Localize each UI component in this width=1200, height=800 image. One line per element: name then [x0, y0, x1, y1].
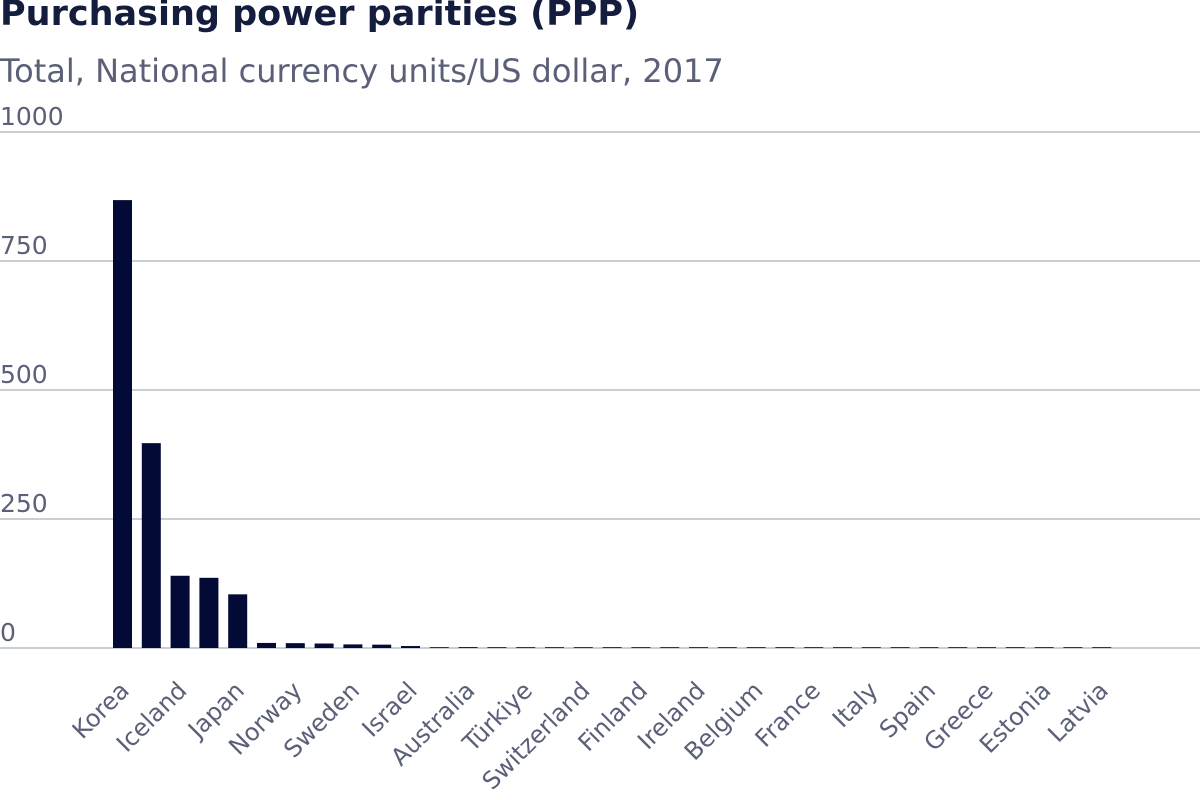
- x-tick-label: France: [750, 676, 826, 752]
- bar[interactable]: [516, 647, 536, 648]
- bar[interactable]: [429, 647, 449, 648]
- bar[interactable]: [113, 200, 132, 649]
- bar[interactable]: [545, 647, 564, 648]
- bar[interactable]: [1063, 647, 1083, 648]
- bar[interactable]: [919, 647, 939, 648]
- bar[interactable]: [343, 644, 363, 648]
- bar[interactable]: [401, 646, 420, 648]
- y-tick-label: 0: [0, 618, 16, 647]
- bar[interactable]: [170, 575, 190, 648]
- bars-layer: [113, 200, 1112, 649]
- x-axis-labels: KoreaIcelandJapanNorwaySwedenIsraelAustr…: [67, 676, 1114, 795]
- y-tick-label: 750: [0, 231, 48, 260]
- bar[interactable]: [775, 647, 795, 648]
- bar[interactable]: [573, 647, 593, 648]
- bar[interactable]: [257, 642, 276, 648]
- bar[interactable]: [199, 577, 219, 648]
- x-tick-label: Latvia: [1042, 676, 1113, 747]
- y-tick-label: 500: [0, 360, 48, 389]
- bar[interactable]: [1092, 647, 1112, 648]
- bar[interactable]: [314, 643, 334, 648]
- chart-title: Purchasing power parities (PPP): [0, 0, 640, 34]
- bar[interactable]: [487, 647, 507, 648]
- bar[interactable]: [1034, 647, 1054, 648]
- bar[interactable]: [458, 647, 478, 648]
- bar[interactable]: [1005, 647, 1025, 648]
- bar[interactable]: [631, 647, 651, 648]
- grid-layer: 0 250 500 750 1000: [0, 102, 1200, 649]
- bar[interactable]: [660, 647, 680, 648]
- bar[interactable]: [602, 647, 622, 648]
- bar[interactable]: [977, 647, 996, 648]
- bar[interactable]: [717, 647, 737, 648]
- bar[interactable]: [890, 647, 910, 648]
- bar[interactable]: [372, 644, 392, 648]
- y-tick-label: 250: [0, 489, 48, 518]
- bar[interactable]: [861, 647, 881, 648]
- bar[interactable]: [948, 647, 968, 648]
- bar[interactable]: [141, 443, 161, 648]
- bar[interactable]: [746, 647, 766, 648]
- bar[interactable]: [833, 647, 852, 648]
- bar[interactable]: [804, 647, 824, 648]
- y-tick-label: 1000: [0, 102, 64, 131]
- chart-subtitle: Total, National currency units/US dollar…: [0, 52, 724, 90]
- bar[interactable]: [228, 594, 248, 648]
- bar[interactable]: [285, 643, 305, 648]
- bar[interactable]: [689, 647, 708, 648]
